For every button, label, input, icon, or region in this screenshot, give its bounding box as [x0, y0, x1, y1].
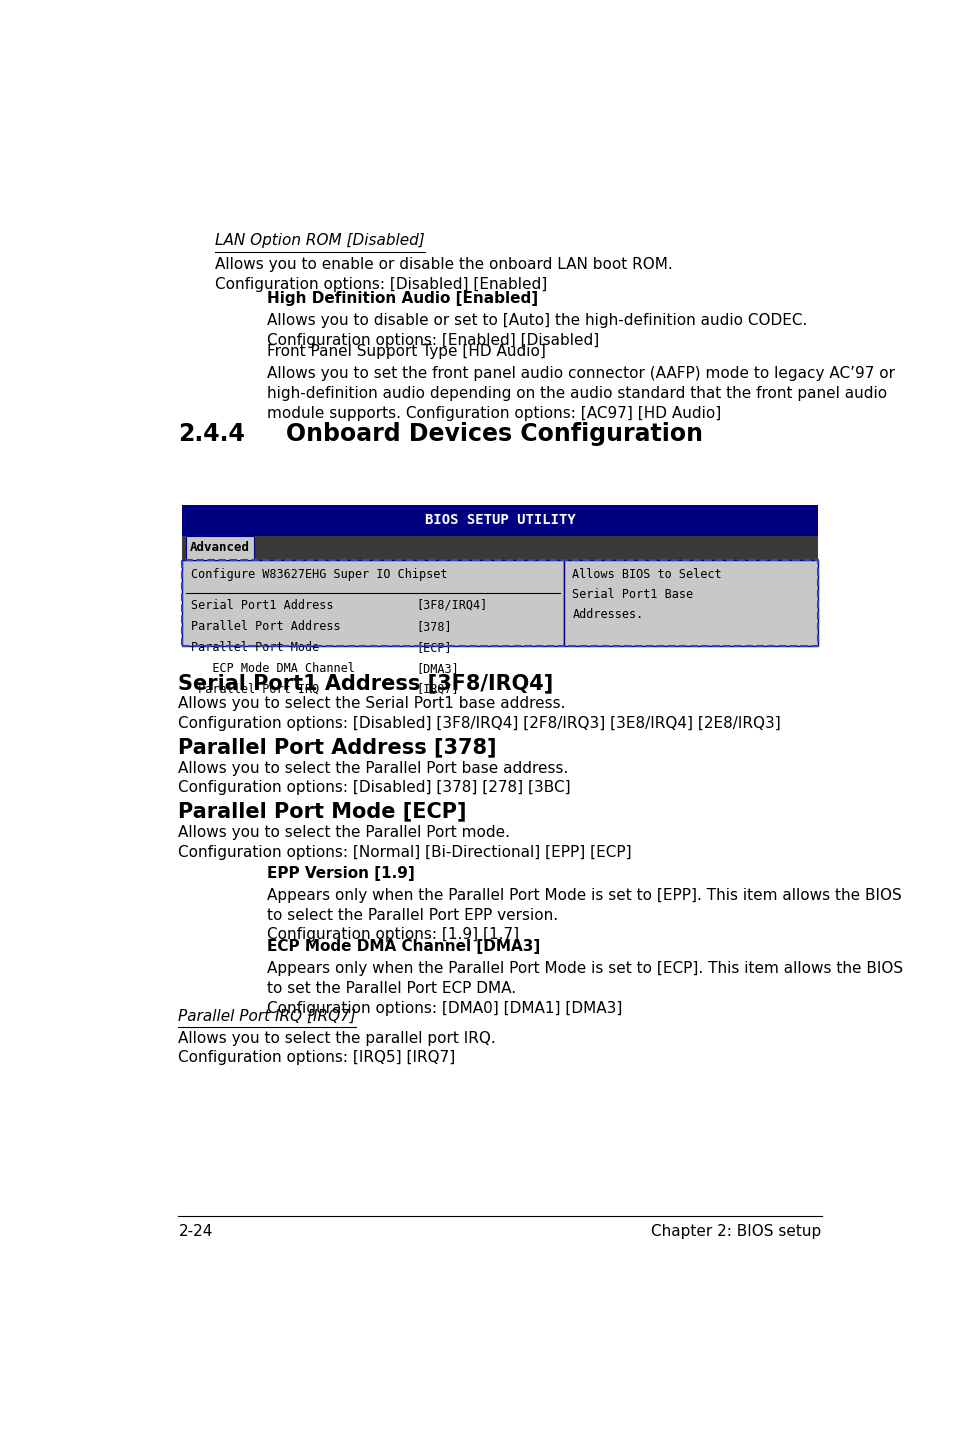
Text: ECP Mode DMA Channel: ECP Mode DMA Channel: [191, 661, 355, 674]
Text: Parallel Port IRQ [IRQ7]: Parallel Port IRQ [IRQ7]: [178, 1008, 355, 1024]
Text: [IRQ7]: [IRQ7]: [416, 683, 458, 696]
Text: 2-24: 2-24: [178, 1225, 213, 1240]
Text: Onboard Devices Configuration: Onboard Devices Configuration: [285, 421, 701, 446]
Text: Chapter 2: BIOS setup: Chapter 2: BIOS setup: [651, 1225, 821, 1240]
Text: Allows you to select the Parallel Port base address.
Configuration options: [Dis: Allows you to select the Parallel Port b…: [178, 761, 571, 795]
Text: Parallel Port Address [378]: Parallel Port Address [378]: [178, 738, 497, 758]
Text: Allows you to set the front panel audio connector (AAFP) mode to legacy AC’97 or: Allows you to set the front panel audio …: [267, 367, 894, 421]
Bar: [182, 561, 817, 647]
Text: EPP Version [1.9]: EPP Version [1.9]: [267, 866, 415, 880]
Text: Allows BIOS to Select
Serial Port1 Base
Addresses.: Allows BIOS to Select Serial Port1 Base …: [572, 568, 721, 621]
Text: ECP Mode DMA Channel [DMA3]: ECP Mode DMA Channel [DMA3]: [267, 939, 539, 953]
Text: [ECP]: [ECP]: [416, 641, 452, 654]
Text: Parallel Port Mode: Parallel Port Mode: [191, 641, 319, 654]
Text: 2.4.4: 2.4.4: [178, 421, 245, 446]
Text: Serial Port1 Address [3F8/IRQ4]: Serial Port1 Address [3F8/IRQ4]: [178, 673, 553, 693]
Text: Configure W83627EHG Super IO Chipset: Configure W83627EHG Super IO Chipset: [191, 568, 447, 581]
Bar: [182, 505, 817, 536]
Text: Allows you to enable or disable the onboard LAN boot ROM.
Configuration options:: Allows you to enable or disable the onbo…: [215, 257, 673, 292]
Text: Allows you to select the Serial Port1 base address.
Configuration options: [Disa: Allows you to select the Serial Port1 ba…: [178, 696, 781, 731]
Text: LAN Option ROM [Disabled]: LAN Option ROM [Disabled]: [215, 233, 425, 249]
Bar: [563, 561, 817, 647]
Text: Advanced: Advanced: [190, 542, 250, 555]
Text: Front Panel Support Type [HD Audio]: Front Panel Support Type [HD Audio]: [267, 344, 545, 360]
Text: [3F8/IRQ4]: [3F8/IRQ4]: [416, 598, 487, 611]
Text: BIOS SETUP UTILITY: BIOS SETUP UTILITY: [424, 513, 575, 528]
Text: [378]: [378]: [416, 620, 452, 633]
Text: Appears only when the Parallel Port Mode is set to [ECP]. This item allows the B: Appears only when the Parallel Port Mode…: [267, 961, 902, 1015]
Bar: [186, 536, 253, 561]
Text: Allows you to select the parallel port IRQ.
Configuration options: [IRQ5] [IRQ7]: Allows you to select the parallel port I…: [178, 1031, 496, 1066]
Text: Allows you to select the Parallel Port mode.
Configuration options: [Normal] [Bi: Allows you to select the Parallel Port m…: [178, 825, 631, 860]
Text: Allows you to disable or set to [Auto] the high-definition audio CODEC.
Configur: Allows you to disable or set to [Auto] t…: [267, 313, 806, 348]
Text: Parallel Port Mode [ECP]: Parallel Port Mode [ECP]: [178, 801, 466, 821]
Text: Serial Port1 Address: Serial Port1 Address: [191, 598, 334, 611]
Bar: [182, 561, 563, 647]
Text: Parallel Port Address: Parallel Port Address: [191, 620, 340, 633]
Text: [DMA3]: [DMA3]: [416, 661, 458, 674]
Bar: [182, 536, 817, 561]
Text: High Definition Audio [Enabled]: High Definition Audio [Enabled]: [267, 290, 537, 306]
Text: Appears only when the Parallel Port Mode is set to [EPP]. This item allows the B: Appears only when the Parallel Port Mode…: [267, 887, 901, 942]
Text: Parallel Port IRQ: Parallel Port IRQ: [191, 683, 319, 696]
